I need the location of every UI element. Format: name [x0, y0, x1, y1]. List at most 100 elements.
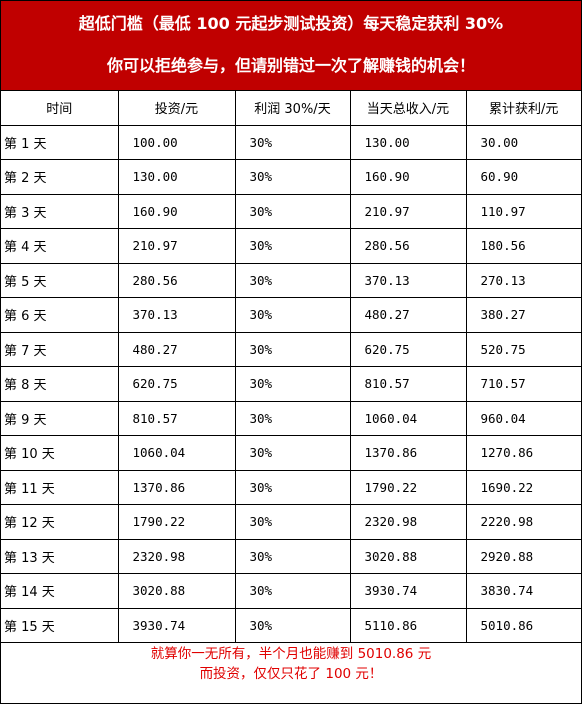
- footer-note: 就算你一无所有，半个月也能赚到 5010.86 元 而投资，仅仅只花了 100 …: [1, 643, 581, 684]
- investment-cell: 3930.74: [117, 607, 236, 643]
- daily-income-cell: 130.00: [349, 124, 467, 160]
- header-profit-rate: 利润 30%/天: [234, 91, 351, 126]
- investment-cell: 370.13: [117, 297, 236, 333]
- day-cell: 第 10 天: [1, 435, 119, 471]
- investment-cell: 3020.88: [117, 573, 236, 609]
- profit-rate-cell: 30%: [234, 607, 351, 643]
- table-row: 第 10 天 1060.04 30% 1370.86 1270.86: [1, 435, 581, 471]
- daily-income-cell: 5110.86: [349, 607, 467, 643]
- cumulative-profit-cell: 2920.88: [465, 538, 581, 574]
- profit-rate-cell: 30%: [234, 504, 351, 540]
- profit-rate-cell: 30%: [234, 331, 351, 367]
- profit-rate-cell: 30%: [234, 366, 351, 402]
- cumulative-profit-cell: 380.27: [465, 297, 581, 333]
- daily-income-cell: 480.27: [349, 297, 467, 333]
- day-cell: 第 2 天: [1, 159, 119, 195]
- table-row: 第 4 天 210.97 30% 280.56 180.56: [1, 228, 581, 264]
- profit-rate-cell: 30%: [234, 435, 351, 471]
- table-row: 第 1 天 100.00 30% 130.00 30.00: [1, 124, 581, 160]
- profit-rate-cell: 30%: [234, 228, 351, 264]
- investment-cell: 210.97: [117, 228, 236, 264]
- header-time: 时间: [1, 91, 119, 126]
- daily-income-cell: 2320.98: [349, 504, 467, 540]
- cumulative-profit-cell: 60.90: [465, 159, 581, 195]
- day-cell: 第 6 天: [1, 297, 119, 333]
- table-row: 第 6 天 370.13 30% 480.27 380.27: [1, 297, 581, 333]
- investment-cell: 810.57: [117, 400, 236, 436]
- investment-cell: 1060.04: [117, 435, 236, 471]
- header-cumulative-profit: 累计获利/元: [465, 91, 581, 126]
- profit-rate-cell: 30%: [234, 159, 351, 195]
- daily-income-cell: 1790.22: [349, 469, 467, 505]
- day-cell: 第 9 天: [1, 400, 119, 436]
- investment-cell: 480.27: [117, 331, 236, 367]
- investment-cell: 280.56: [117, 262, 236, 298]
- cumulative-profit-cell: 2220.98: [465, 504, 581, 540]
- cumulative-profit-cell: 960.04: [465, 400, 581, 436]
- table-row: 第 13 天 2320.98 30% 3020.88 2920.88: [1, 538, 581, 574]
- banner-subheadline: 你可以拒绝参与，但请别错过一次了解赚钱的机会！: [106, 56, 475, 75]
- day-cell: 第 11 天: [1, 469, 119, 505]
- investment-cell: 1370.86: [117, 469, 236, 505]
- table-header-row: 时间 投资/元 利润 30%/天 当天总收入/元 累计获利/元: [1, 91, 581, 126]
- day-cell: 第 8 天: [1, 366, 119, 402]
- profit-rate-cell: 30%: [234, 469, 351, 505]
- day-cell: 第 3 天: [1, 193, 119, 229]
- day-cell: 第 12 天: [1, 504, 119, 540]
- daily-income-cell: 280.56: [349, 228, 467, 264]
- profit-rate-cell: 30%: [234, 400, 351, 436]
- profit-rate-cell: 30%: [234, 297, 351, 333]
- investment-cell: 130.00: [117, 159, 236, 195]
- cumulative-profit-cell: 520.75: [465, 331, 581, 367]
- day-cell: 第 5 天: [1, 262, 119, 298]
- day-cell: 第 7 天: [1, 331, 119, 367]
- day-cell: 第 13 天: [1, 538, 119, 574]
- table-row: 第 15 天 3930.74 30% 5110.86 5010.86: [1, 607, 581, 643]
- daily-income-cell: 1370.86: [349, 435, 467, 471]
- table-row: 第 3 天 160.90 30% 210.97 110.97: [1, 193, 581, 229]
- table-row: 第 12 天 1790.22 30% 2320.98 2220.98: [1, 504, 581, 540]
- table-row: 第 14 天 3020.88 30% 3930.74 3830.74: [1, 573, 581, 609]
- footer-line-2: 而投资，仅仅只花了 100 元！: [199, 666, 383, 682]
- cumulative-profit-cell: 270.13: [465, 262, 581, 298]
- daily-income-cell: 1060.04: [349, 400, 467, 436]
- header-daily-income: 当天总收入/元: [349, 91, 467, 126]
- day-cell: 第 15 天: [1, 607, 119, 643]
- promo-banner: 超低门槛（最低 100 元起步测试投资）每天稳定获利 30% 你可以拒绝参与，但…: [1, 1, 581, 91]
- daily-income-cell: 160.90: [349, 159, 467, 195]
- table-row: 第 11 天 1370.86 30% 1790.22 1690.22: [1, 469, 581, 505]
- daily-income-cell: 210.97: [349, 193, 467, 229]
- profit-rate-cell: 30%: [234, 124, 351, 160]
- cumulative-profit-cell: 3830.74: [465, 573, 581, 609]
- day-cell: 第 14 天: [1, 573, 119, 609]
- daily-income-cell: 3020.88: [349, 538, 467, 574]
- day-cell: 第 4 天: [1, 228, 119, 264]
- investment-cell: 160.90: [117, 193, 236, 229]
- cumulative-profit-cell: 30.00: [465, 124, 581, 160]
- cumulative-profit-cell: 1690.22: [465, 469, 581, 505]
- cumulative-profit-cell: 1270.86: [465, 435, 581, 471]
- table-row: 第 5 天 280.56 30% 370.13 270.13: [1, 262, 581, 298]
- table-row: 第 2 天 130.00 30% 160.90 60.90: [1, 159, 581, 195]
- profit-rate-cell: 30%: [234, 538, 351, 574]
- header-investment: 投资/元: [117, 91, 236, 126]
- table-row: 第 9 天 810.57 30% 1060.04 960.04: [1, 400, 581, 436]
- table-row: 第 7 天 480.27 30% 620.75 520.75: [1, 331, 581, 367]
- profit-rate-cell: 30%: [234, 573, 351, 609]
- banner-headline: 超低门槛（最低 100 元起步测试投资）每天稳定获利 30%: [78, 14, 504, 33]
- investment-cell: 620.75: [117, 366, 236, 402]
- cumulative-profit-cell: 180.56: [465, 228, 581, 264]
- table-row: 第 8 天 620.75 30% 810.57 710.57: [1, 366, 581, 402]
- profit-rate-cell: 30%: [234, 262, 351, 298]
- returns-table: 时间 投资/元 利润 30%/天 当天总收入/元 累计获利/元 第 1 天 100…: [1, 91, 581, 643]
- daily-income-cell: 370.13: [349, 262, 467, 298]
- cumulative-profit-cell: 110.97: [465, 193, 581, 229]
- investment-cell: 1790.22: [117, 504, 236, 540]
- daily-income-cell: 620.75: [349, 331, 467, 367]
- investment-cell: 2320.98: [117, 538, 236, 574]
- day-cell: 第 1 天: [1, 124, 119, 160]
- cumulative-profit-cell: 710.57: [465, 366, 581, 402]
- profit-rate-cell: 30%: [234, 193, 351, 229]
- investment-cell: 100.00: [117, 124, 236, 160]
